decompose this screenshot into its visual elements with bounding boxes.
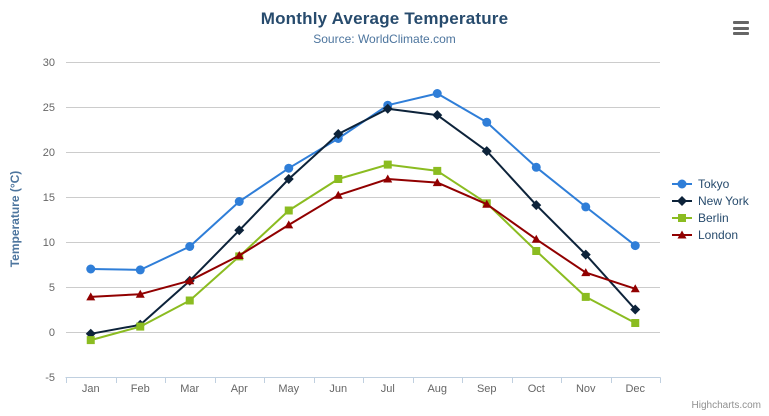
series-london[interactable]	[86, 174, 640, 301]
data-point-triangle	[234, 251, 244, 259]
legend-item-london[interactable]: London	[671, 226, 749, 243]
legend-item-tokyo[interactable]: Tokyo	[671, 175, 749, 192]
series-line-tokyo	[89, 92, 637, 271]
data-point-circle	[531, 162, 541, 172]
data-point-triangle	[333, 190, 343, 199]
chart-subtitle: Source: WorldClimate.com	[313, 32, 456, 46]
data-point-square	[185, 296, 194, 305]
data-point-diamond	[630, 304, 641, 315]
legend-square-marker-icon	[672, 213, 692, 222]
data-point-triangle	[284, 220, 294, 229]
legend-label: Berlin	[698, 210, 729, 225]
y-axis-tick-label: 25	[43, 102, 55, 114]
hamburger-icon	[733, 21, 749, 24]
y-axis-title: Temperature (°C)	[8, 171, 22, 268]
y-axis-tick-label: -5	[45, 372, 55, 384]
legend: Tokyo New York Berlin London	[671, 175, 749, 243]
y-axis-tick-label: 5	[49, 282, 55, 294]
x-axis-category-label: Jul	[381, 383, 395, 395]
x-axis-category-label: Nov	[576, 383, 596, 395]
y-axis-tick-label: 10	[43, 237, 55, 249]
chart-title: Monthly Average Temperature	[260, 9, 509, 28]
x-axis-category-label: Sep	[477, 383, 497, 395]
x-axis-category-label: Aug	[427, 383, 447, 395]
highcharts-credit[interactable]: Highcharts.com	[691, 400, 761, 411]
data-point-triangle	[677, 230, 687, 238]
data-point-square	[284, 206, 293, 215]
data-point-circle	[234, 197, 244, 206]
data-point-circle	[581, 202, 591, 212]
x-axis-category-label: Dec	[625, 383, 645, 395]
legend-circle-marker-icon	[672, 179, 692, 188]
series-new-york[interactable]	[85, 103, 641, 339]
data-point-triangle	[581, 268, 591, 277]
data-point-square	[86, 336, 95, 345]
data-point-diamond	[382, 103, 393, 114]
x-axis-category-label: Mar	[180, 383, 199, 395]
x-axis-category-label: May	[278, 383, 299, 395]
data-point-triangle	[135, 289, 145, 298]
data-point-triangle	[432, 178, 442, 187]
data-point-triangle	[482, 199, 492, 208]
series-line-berlin	[89, 163, 637, 342]
data-point-circle	[86, 264, 96, 274]
data-point-diamond	[531, 200, 542, 211]
hamburger-icon	[733, 32, 749, 35]
data-point-circle	[185, 242, 195, 251]
series-line-london	[89, 178, 637, 298]
series-tokyo[interactable]	[86, 89, 640, 275]
series-line-new-york	[89, 107, 637, 335]
x-axis-category-label: Oct	[528, 383, 545, 395]
y-axis-tick-label: 30	[43, 57, 55, 69]
x-axis-category-label: Jan	[82, 383, 100, 395]
data-point-triangle	[185, 276, 195, 285]
data-point-square	[334, 175, 343, 183]
data-point-diamond	[481, 146, 492, 157]
data-point-square	[631, 319, 640, 327]
export-menu-button[interactable]	[733, 21, 749, 35]
data-point-triangle	[383, 174, 393, 183]
data-point-square	[678, 213, 686, 222]
legend-item-new-york[interactable]: New York	[671, 192, 749, 209]
y-axis-tick-label: 0	[49, 327, 55, 339]
data-point-triangle	[531, 234, 541, 243]
data-point-triangle	[630, 284, 640, 293]
data-point-diamond	[580, 249, 591, 260]
data-point-circle	[284, 163, 294, 173]
data-point-circle	[482, 117, 492, 127]
data-point-diamond	[234, 225, 245, 236]
legend-label: New York	[698, 193, 749, 208]
data-point-triangle	[86, 292, 96, 301]
data-point-circle	[135, 265, 145, 275]
hamburger-icon	[733, 26, 749, 30]
data-point-square	[136, 322, 145, 331]
data-point-diamond	[333, 129, 344, 139]
data-point-diamond	[283, 174, 294, 184]
data-point-square	[581, 292, 590, 301]
data-point-diamond	[432, 110, 443, 121]
data-point-square	[433, 166, 442, 175]
data-point-circle	[432, 89, 442, 98]
legend-triangle-marker-icon	[672, 230, 692, 238]
data-point-square	[532, 247, 541, 255]
data-point-square	[383, 160, 392, 169]
data-point-circle	[630, 241, 640, 251]
legend-label: London	[698, 227, 739, 242]
x-axis-category-label: Feb	[131, 383, 150, 395]
legend-diamond-marker-icon	[672, 195, 692, 206]
y-axis-tick-label: 15	[43, 192, 55, 204]
legend-item-berlin[interactable]: Berlin	[671, 209, 749, 226]
x-axis-category-label: Jun	[329, 383, 347, 395]
data-point-circle	[677, 179, 687, 188]
legend-label: Tokyo	[698, 176, 730, 191]
data-point-diamond	[677, 195, 687, 206]
x-axis-category-label: Apr	[231, 383, 248, 395]
y-axis-tick-label: 20	[43, 147, 55, 159]
